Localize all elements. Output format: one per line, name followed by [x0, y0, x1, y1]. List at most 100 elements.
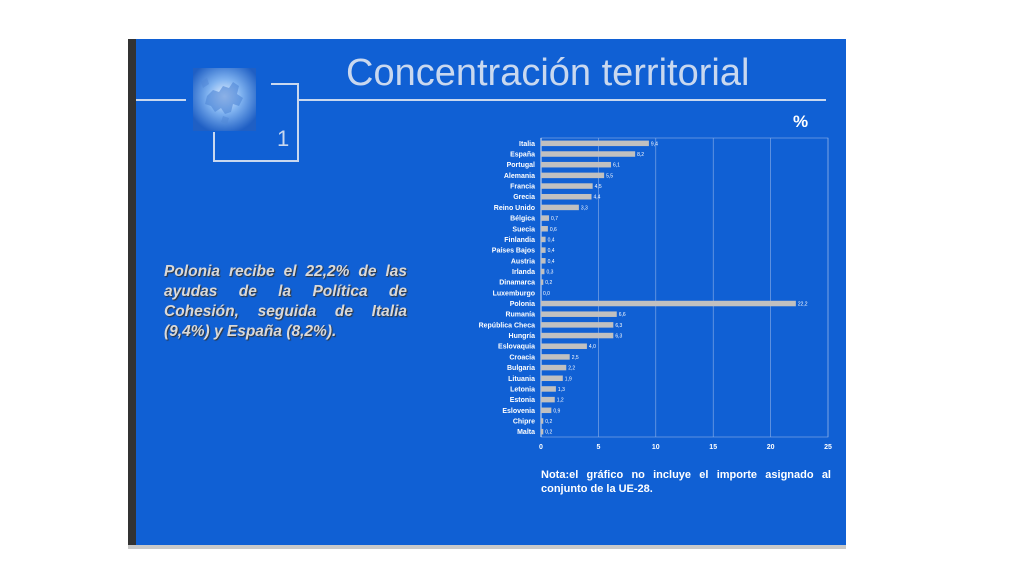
bar: [541, 247, 546, 253]
category-label: Malta: [517, 429, 535, 436]
bar-value-label: 4,4: [594, 195, 601, 201]
category-label: Dinamarca: [499, 280, 535, 287]
bar: [541, 332, 614, 339]
category-label: Eslovenia: [502, 408, 535, 415]
category-label: Italia: [519, 141, 535, 148]
bar-value-label: 0,4: [548, 237, 555, 243]
bar: [541, 268, 545, 275]
category-label: Eslovaquia: [498, 344, 535, 351]
bar: [541, 183, 593, 189]
bar-value-label: 4,5: [595, 184, 602, 190]
x-tick-label: 10: [652, 444, 660, 451]
bar-value-label: 0,0: [543, 291, 550, 297]
bar: [541, 396, 555, 403]
headline-text: Polonia recibe el 22,2% de las ayudas de…: [164, 263, 407, 340]
bar-value-label: 6,1: [613, 163, 620, 169]
bar: [541, 311, 617, 317]
bar: [541, 236, 546, 243]
bar: [541, 386, 556, 392]
bar: [541, 172, 605, 179]
bar: [541, 258, 546, 264]
bar-value-label: 6,3: [615, 334, 622, 340]
bar: [541, 375, 563, 382]
bar: [541, 279, 544, 285]
bar: [541, 193, 592, 200]
category-label: Bélgica: [510, 216, 535, 223]
category-label: Lituania: [508, 376, 535, 383]
bar-value-label: 0,6: [550, 227, 557, 233]
bar-value-label: 4,0: [589, 344, 596, 350]
category-label: Estonia: [510, 397, 535, 404]
category-label: Letonia: [510, 386, 535, 393]
bar: [541, 418, 544, 424]
bar-value-label: 6,3: [615, 323, 622, 329]
frame-top: [271, 83, 298, 85]
bar-value-label: 0,9: [553, 408, 560, 414]
bar-value-label: 0,2: [545, 280, 552, 286]
slide-left-shadow: [128, 39, 136, 549]
bar-value-label: 0,2: [545, 430, 552, 436]
category-label: Hungría: [509, 333, 536, 340]
category-label: Rumanía: [505, 312, 535, 319]
header-rule-right: [298, 99, 826, 101]
category-label: Países Bajos: [492, 248, 535, 255]
bar-value-label: 6,6: [619, 312, 626, 318]
slide-title: Concentración territorial: [346, 52, 750, 94]
bar: [541, 151, 636, 157]
header-rule-left: [136, 99, 186, 101]
bar-value-label: 5,5: [606, 173, 613, 179]
x-tick-label: 15: [709, 444, 717, 451]
category-label: Bulgaria: [507, 365, 535, 372]
bar: [541, 226, 548, 232]
category-label: Suecia: [512, 226, 535, 233]
category-label: Finlandia: [504, 237, 535, 244]
bar-value-label: 2,5: [572, 355, 579, 361]
frame-left: [213, 132, 215, 161]
frame-right: [297, 83, 299, 161]
bar-value-label: 0,3: [546, 269, 553, 275]
category-label: Alemania: [504, 173, 535, 180]
category-label: Francia: [510, 184, 535, 191]
bar-value-label: 0,4: [548, 259, 555, 265]
chart-unit-label: %: [793, 112, 809, 131]
bar-value-label: 9,4: [651, 141, 658, 147]
bar-value-label: 0,7: [551, 216, 558, 222]
category-label: Austria: [511, 258, 535, 265]
category-label: Polonia: [510, 301, 535, 308]
bar-value-label: 0,2: [545, 419, 552, 425]
bar: [541, 364, 567, 371]
category-label: Chipre: [513, 418, 535, 425]
x-tick-label: 20: [767, 444, 775, 451]
category-label: Reino Unido: [494, 205, 535, 212]
category-label: Luxemburgo: [493, 290, 535, 297]
x-tick-label: 25: [824, 444, 832, 451]
bar: [541, 204, 579, 211]
bar: [541, 140, 649, 147]
bar-chart: 0 5 10 15 20 25 Italia 9,4 España 8,2 Portugal 6,1 A…: [479, 137, 832, 451]
bar: [541, 354, 570, 360]
bar-value-label: 8,2: [637, 152, 644, 158]
frame-bottom: [213, 160, 299, 162]
category-label: Croacia: [509, 354, 535, 361]
bar-value-label: 0,4: [548, 248, 555, 254]
x-tick-label: 5: [596, 444, 600, 451]
category-label: Grecia: [513, 194, 535, 201]
bar: [541, 215, 550, 221]
category-label: España: [510, 152, 535, 159]
slide-number: 1: [277, 126, 290, 151]
bar-value-label: 3,3: [581, 205, 588, 211]
bar: [541, 343, 587, 349]
bar: [541, 407, 552, 414]
plot-area: [540, 137, 829, 438]
category-label: Irlanda: [512, 269, 535, 276]
bar-value-label: 2,2: [568, 366, 575, 372]
bar: [541, 300, 796, 307]
bar-value-label: 22,2: [798, 302, 808, 308]
bar: [541, 161, 612, 168]
category-label: República Checa: [479, 322, 536, 329]
chart-note: Nota:el gráfico no incluye el importe as…: [541, 469, 831, 495]
slide-bottom-shadow: [128, 545, 846, 549]
bar: [541, 322, 614, 328]
bar: [541, 428, 544, 435]
x-tick-label: 0: [539, 444, 543, 451]
